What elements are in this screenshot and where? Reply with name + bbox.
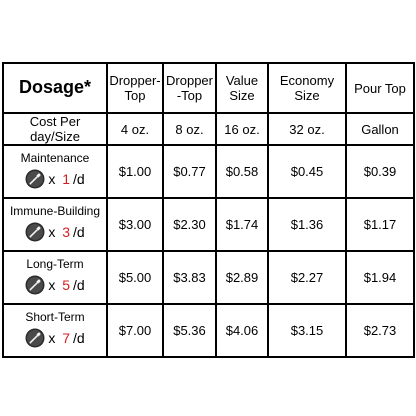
column-header-label: Economy Size (279, 73, 335, 103)
dosage-title: Dosage* (18, 77, 92, 97)
dropper-icon (25, 169, 45, 189)
dosage-cell: Long-Term x 5/d (2, 250, 108, 305)
dosage-header: Dosage* (2, 62, 108, 114)
dose-count: 1 (62, 170, 70, 187)
price-cell: $2.27 (267, 250, 347, 305)
dosage-frequency: x 7/d (25, 328, 85, 348)
dosage-frequency: x 5/d (25, 275, 85, 295)
dropper-icon (25, 328, 45, 348)
size-row: Cost Per day/Size 4 oz. 8 oz. 16 oz. 32 … (2, 112, 415, 146)
dosage-price-table: Dosage* Dropper- Top Dropper -Top Value … (2, 62, 415, 358)
dose-unit: /d (73, 170, 85, 187)
price-cell: $3.15 (267, 303, 347, 358)
price-rows: Maintenance x 1/d $1.00 $0.77 $0.58 $0.45 $0.… (2, 144, 415, 358)
column-header-pour-top: Pour Top (345, 62, 415, 114)
size-cell: 32 oz. (267, 112, 347, 146)
dosage-name: Short-Term (25, 310, 85, 324)
header-row: Dosage* Dropper- Top Dropper -Top Value … (2, 62, 415, 114)
column-header-value-size: Value Size (215, 62, 269, 114)
price-cell: $1.00 (106, 144, 164, 199)
size-cell: 4 oz. (106, 112, 164, 146)
price-cell: $3.83 (162, 250, 217, 305)
cost-per-day-label: Cost Per day/Size (2, 112, 108, 146)
dosage-row: Immune-Building x 3/d $3.00 $2.30 $1.74 $1.3… (2, 197, 415, 252)
price-cell: $0.45 (267, 144, 347, 199)
column-header-dropper-top-8oz: Dropper -Top (162, 62, 217, 114)
price-cell: $0.39 (345, 144, 415, 199)
size-cell: Gallon (345, 112, 415, 146)
dosage-frequency: x 1/d (25, 169, 85, 189)
dosage-frequency: x 3/d (25, 222, 85, 242)
price-cell: $5.36 (162, 303, 217, 358)
dose-unit: /d (73, 329, 85, 346)
dosage-name: Maintenance (20, 151, 90, 165)
column-header-label: Dropper -Top (166, 73, 213, 103)
multiplier-prefix: x (48, 329, 60, 346)
price-cell: $2.89 (215, 250, 269, 305)
dosage-cell: Maintenance x 1/d (2, 144, 108, 199)
column-header-economy-size: Economy Size (267, 62, 347, 114)
multiplier-prefix: x (48, 276, 60, 293)
price-cell: $0.77 (162, 144, 217, 199)
price-cell: $1.74 (215, 197, 269, 252)
multiplier-prefix: x (48, 223, 60, 240)
price-cell: $4.06 (215, 303, 269, 358)
price-cell: $2.73 (345, 303, 415, 358)
column-header-label: Dropper- Top (109, 73, 161, 103)
dosage-cell: Short-Term x 7/d (2, 303, 108, 358)
dose-count: 7 (62, 329, 70, 346)
price-cell: $0.58 (215, 144, 269, 199)
price-cell: $2.30 (162, 197, 217, 252)
size-cell: 16 oz. (215, 112, 269, 146)
dose-unit: /d (73, 276, 85, 293)
dose-count: 5 (62, 276, 70, 293)
price-cell: $7.00 (106, 303, 164, 358)
dropper-icon (25, 275, 45, 295)
dosage-name: Immune-Building (9, 204, 101, 218)
column-header-dropper-top-4oz: Dropper- Top (106, 62, 164, 114)
dropper-icon (25, 222, 45, 242)
column-header-label: Value Size (225, 73, 259, 103)
dosage-row: Maintenance x 1/d $1.00 $0.77 $0.58 $0.45 $0.… (2, 144, 415, 199)
dosage-name: Long-Term (26, 257, 84, 271)
price-cell: $3.00 (106, 197, 164, 252)
dose-unit: /d (73, 223, 85, 240)
price-cell: $5.00 (106, 250, 164, 305)
price-cell: $1.17 (345, 197, 415, 252)
dosage-row: Short-Term x 7/d $7.00 $5.36 $4.06 $3.15 $2.7… (2, 303, 415, 358)
size-cell: 8 oz. (162, 112, 217, 146)
price-cell: $1.94 (345, 250, 415, 305)
dose-count: 3 (62, 223, 70, 240)
multiplier-prefix: x (48, 170, 60, 187)
dosage-row: Long-Term x 5/d $5.00 $3.83 $2.89 $2.27 $1.94 (2, 250, 415, 305)
dosage-cell: Immune-Building x 3/d (2, 197, 108, 252)
price-cell: $1.36 (267, 197, 347, 252)
column-header-label: Pour Top (354, 80, 406, 96)
